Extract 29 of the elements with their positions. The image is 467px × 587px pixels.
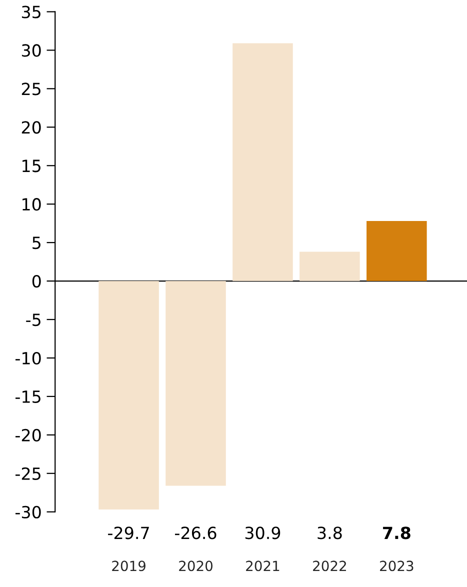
bar [98,281,159,510]
y-tick-label: -20 [16,428,41,442]
data-label: -26.6 [175,526,216,540]
data-label: 30.9 [245,526,280,540]
y-tick-label: 15 [22,160,40,172]
x-tick-label: 2023 [380,560,414,572]
data-label: 3.8 [318,526,342,540]
y-tick-label: -25 [16,467,40,480]
x-tick-label: 2019 [112,560,146,572]
bar [166,281,226,486]
y-tick-label: -5 [26,314,40,326]
x-tick-label: 2020 [179,560,213,572]
x-tick-label: 2022 [313,560,346,572]
y-tick-label: 35 [22,6,40,18]
y-tick-label: 20 [22,121,41,134]
bar [300,252,360,282]
data-label: 7.8 [383,526,410,540]
y-tick-label: -15 [16,390,40,404]
data-label: -29.7 [108,526,149,540]
y-tick-label: 0 [32,275,41,288]
y-tick-label: 25 [22,82,40,96]
bar [232,43,293,282]
y-tick-label: 10 [22,198,41,211]
y-tick-label: 30 [22,44,41,57]
y-tick-label: -30 [16,506,41,518]
bar [366,221,427,282]
x-tick-label: 2021 [246,560,280,572]
y-tick-label: 5 [32,236,40,250]
y-tick-label: -10 [16,352,41,365]
